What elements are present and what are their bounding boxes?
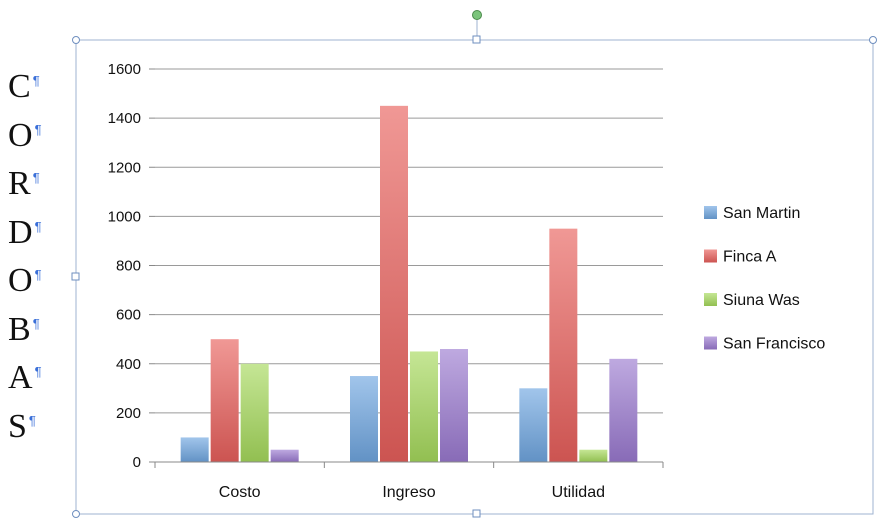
side-letter: O ¶ [8,264,42,298]
x-category-label: Ingreso [382,484,435,501]
pilcrow-mark: ¶ [34,364,42,379]
side-letter-char: C [8,68,31,105]
side-letter-char: B [8,310,31,348]
side-letter-char: S [8,407,27,445]
resize-handle-top-right[interactable] [869,36,877,44]
bar-finca-a-utilidad[interactable] [549,228,578,462]
bar-san-martin-utilidad[interactable] [519,388,548,462]
side-letter: R ¶ [8,167,40,201]
side-letter: C ¶ [8,70,40,104]
y-tick-label: 1000 [108,208,141,225]
x-category-label: Costo [219,484,261,501]
resize-handle-top-left[interactable] [72,36,80,44]
legend-swatch [704,206,717,219]
pilcrow-mark: ¶ [28,412,36,428]
side-letter: S ¶ [8,407,36,445]
bar-san-martin-ingreso[interactable] [350,376,378,462]
y-tick-label: 1400 [108,110,141,127]
side-letter-char: A [8,359,33,396]
bar-finca-a-ingreso[interactable] [380,105,408,462]
pilcrow-mark: ¶ [32,315,40,331]
bar-siuna-was-costo[interactable] [240,363,269,462]
resize-handle-bottom[interactable] [472,509,481,518]
gridlines [155,68,663,414]
pilcrow-mark: ¶ [34,218,42,234]
resize-handle-bottom-left[interactable] [72,510,80,518]
bar-san-francisco-ingreso[interactable] [440,349,468,462]
x-axis: Costo Ingreso Utilidad [154,462,664,501]
resize-handle-top[interactable] [472,35,481,44]
side-letter: A ¶ [8,361,42,395]
pilcrow-mark: ¶ [34,121,42,137]
legend-label: Finca A [723,249,777,266]
x-category-label: Utilidad [552,484,605,501]
resize-handle-left[interactable] [71,272,80,281]
pilcrow-mark: ¶ [34,267,42,282]
legend-swatch [704,336,717,350]
side-letter: B ¶ [8,310,40,348]
legend-label: Siuna Was [723,292,800,309]
legend: San Martin Finca A Siuna Was San Francisco [704,205,825,353]
bar-siuna-was-ingreso[interactable] [410,351,438,462]
y-axis: 0 200 400 600 800 1000 1200 1400 1600 [108,61,155,471]
y-tick-label: 400 [116,356,141,373]
rotate-handle[interactable] [472,10,482,20]
y-tick-label: 1200 [108,159,141,176]
legend-swatch [704,293,717,306]
y-tick-label: 1600 [108,61,141,78]
bar-san-francisco-utilidad[interactable] [609,358,638,462]
side-letter-char: O [8,262,33,299]
side-letter-char: O [8,116,33,154]
side-letter: D ¶ [8,213,42,251]
legend-swatch [704,249,717,263]
bar-san-martin-costo[interactable] [180,437,209,462]
y-tick-label: 200 [116,405,141,422]
y-tick-label: 800 [116,258,141,275]
y-tick-label: 0 [133,454,141,471]
pilcrow-mark: ¶ [32,73,40,88]
legend-label: San Francisco [723,336,825,353]
bar-san-francisco-costo[interactable] [270,449,299,462]
side-letter-char: R [8,165,31,202]
bar-siuna-was-utilidad[interactable] [579,449,608,462]
side-letter-char: D [8,213,33,251]
bars [180,105,638,462]
y-tick-label: 600 [116,307,141,324]
legend-label: San Martin [723,205,800,222]
bar-finca-a-costo[interactable] [210,339,239,462]
pilcrow-mark: ¶ [32,170,40,185]
side-letter: O ¶ [8,116,42,154]
